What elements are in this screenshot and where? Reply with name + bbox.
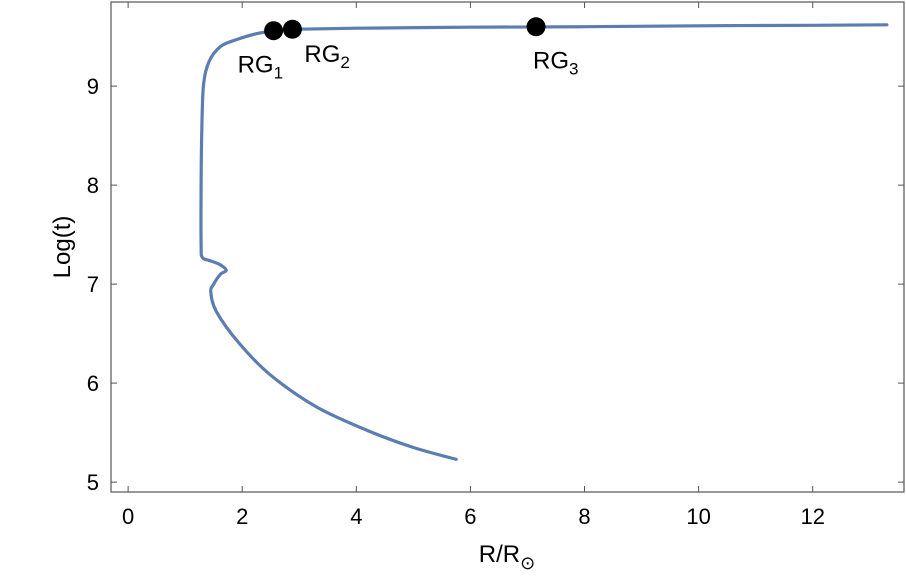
x-tick-label: 0	[122, 504, 134, 529]
marker-label-rg1: RG1	[238, 52, 283, 83]
y-tick-label: 9	[87, 74, 99, 99]
y-tick-label: 5	[87, 470, 99, 495]
y-axis-title: Log(t)	[49, 216, 76, 279]
x-tick-label: 10	[686, 504, 710, 529]
y-tick-label: 6	[87, 371, 99, 396]
x-tick-label: 6	[464, 504, 476, 529]
y-tick-label: 8	[87, 173, 99, 198]
plot-frame	[110, 1, 905, 493]
x-tick-label: 12	[800, 504, 824, 529]
marker-label-rg2: RG2	[304, 41, 349, 72]
marker-label-text: RG	[304, 41, 340, 68]
marker-label-text: RG	[238, 52, 274, 79]
marker-label-rg3: RG3	[533, 48, 578, 79]
marker-label-subscript: 1	[274, 64, 283, 83]
x-tick-label: 8	[578, 504, 590, 529]
y-tick-label: 7	[87, 272, 99, 297]
marker-label-subscript: 3	[569, 60, 578, 79]
marker-point-rg3	[526, 17, 546, 37]
x-axis-title: R/R⊙	[479, 541, 535, 573]
marker-label-subscript: 2	[340, 53, 349, 72]
x-tick-label: 2	[236, 504, 248, 529]
x-ticks: 0 2 4 6 8 10 12	[122, 2, 825, 529]
marker-point-rg1	[264, 21, 284, 41]
marker-point-rg2	[282, 19, 302, 39]
marker-label-text: RG	[533, 48, 569, 75]
series-line	[199, 23, 889, 461]
x-axis-title-main: R/R	[479, 541, 520, 568]
y-ticks: 5 6 7 8 9	[87, 74, 904, 495]
x-axis-title-subscript: ⊙	[520, 553, 535, 573]
x-tick-label: 4	[350, 504, 362, 529]
